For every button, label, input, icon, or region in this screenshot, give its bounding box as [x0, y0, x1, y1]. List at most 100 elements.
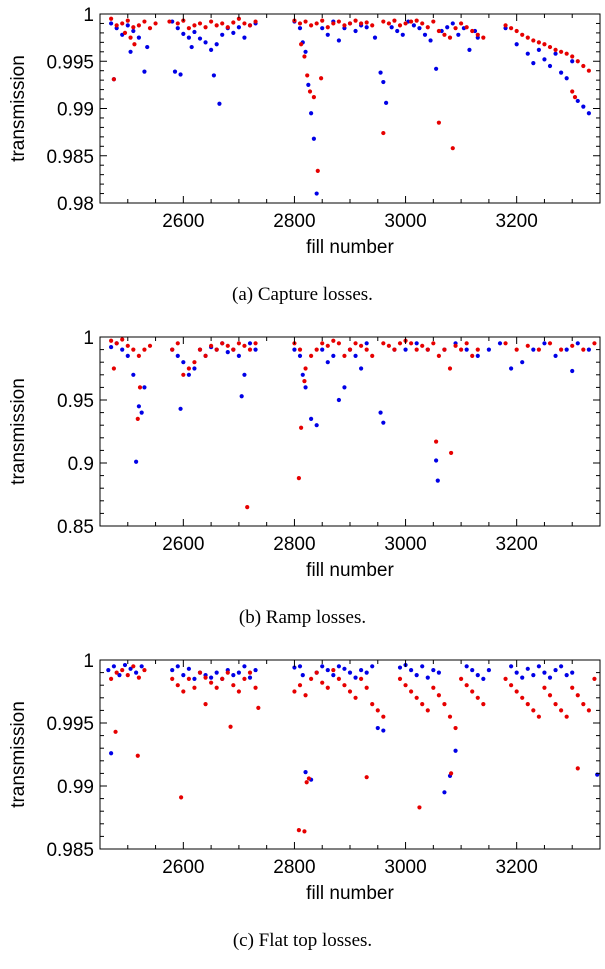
data-point-series-2 [315, 168, 320, 173]
data-point-series-2 [553, 47, 558, 53]
data-point-series-2 [220, 21, 225, 26]
data-point-series-2 [214, 685, 219, 690]
data-point-series-2 [420, 343, 425, 348]
data-point-series-1 [486, 347, 491, 352]
data-point-series-2 [547, 341, 553, 346]
data-point-series-1 [186, 666, 191, 671]
data-point-series-2 [175, 683, 180, 688]
data-point-series-1 [175, 664, 180, 669]
data-point-series-2 [170, 347, 175, 352]
data-point-series-2 [470, 353, 475, 358]
data-point-series-2 [370, 353, 375, 358]
data-point-series-2 [304, 780, 309, 785]
data-point-series-2 [575, 766, 580, 771]
data-point-series-1 [445, 25, 450, 30]
data-point-series-1 [109, 751, 114, 756]
data-point-series-1 [342, 666, 347, 671]
data-point-series-2 [392, 347, 397, 352]
data-point-series-2 [431, 685, 436, 690]
data-point-series-2 [370, 702, 375, 707]
data-point-series-2 [214, 347, 219, 352]
data-point-series-1 [381, 420, 386, 425]
data-point-series-1 [128, 666, 133, 671]
data-point-series-1 [209, 47, 214, 53]
data-point-series-2 [325, 685, 330, 690]
data-point-series-2 [525, 702, 530, 707]
data-point-series-2 [114, 23, 119, 28]
data-point-series-2 [503, 676, 508, 681]
data-point-series-1 [509, 366, 514, 371]
data-point-series-2 [297, 683, 303, 688]
data-point-series-2 [147, 343, 153, 348]
x-tick-label: 2800 [273, 857, 315, 878]
y-tick-label: 0.99 [57, 100, 94, 121]
x-tick-label: 3000 [384, 857, 426, 878]
y-axis-label: transmission [8, 701, 29, 808]
data-point-series-2 [559, 49, 564, 54]
data-point-series-1 [336, 38, 341, 43]
data-point-series-2 [147, 26, 153, 31]
x-tick-label: 3000 [384, 534, 426, 555]
data-point-series-1 [175, 26, 180, 31]
data-point-series-1 [389, 25, 394, 30]
data-point-series-2 [131, 25, 136, 30]
data-point-series-2 [353, 695, 358, 700]
data-point-series-2 [553, 702, 558, 707]
data-point-series-2 [306, 776, 311, 781]
data-point-series-1 [450, 21, 455, 26]
y-tick-label: 0.85 [57, 517, 94, 538]
data-point-series-1 [425, 675, 430, 680]
data-point-series-2 [203, 353, 208, 358]
data-point-series-1 [559, 70, 564, 75]
data-point-series-2 [442, 347, 447, 352]
data-point-series-2 [514, 28, 519, 34]
data-point-series-2 [303, 366, 308, 371]
data-point-series-2 [197, 670, 203, 675]
data-point-series-2 [342, 683, 347, 688]
data-point-series-1 [525, 666, 530, 671]
data-point-series-2 [220, 676, 225, 681]
data-point-series-2 [420, 702, 425, 707]
data-point-series-2 [381, 130, 386, 136]
x-tick-label: 2800 [273, 211, 315, 232]
data-point-series-1 [306, 82, 311, 87]
data-point-series-2 [209, 343, 214, 348]
data-point-series-1 [575, 341, 580, 346]
data-point-series-2 [514, 347, 519, 352]
data-point-series-1 [456, 32, 461, 37]
data-point-series-2 [120, 337, 125, 342]
data-point-series-2 [581, 63, 586, 69]
data-point-series-1 [311, 136, 316, 141]
data-point-series-1 [553, 353, 558, 358]
data-point-series-2 [242, 343, 247, 348]
data-point-series-1 [575, 98, 580, 104]
data-point-series-1 [325, 667, 330, 673]
data-point-series-1 [331, 673, 336, 678]
data-point-series-2 [302, 54, 307, 59]
data-point-series-1 [381, 79, 386, 85]
data-point-series-2 [111, 77, 116, 82]
data-point-series-2 [109, 338, 114, 343]
data-point-series-1 [242, 372, 247, 377]
data-point-series-2 [305, 73, 310, 78]
y-tick-label: 0.95 [57, 391, 94, 412]
data-point-series-2 [236, 341, 241, 346]
data-point-series-2 [135, 753, 140, 758]
data-point-series-1 [422, 32, 428, 37]
data-point-series-1 [225, 350, 230, 355]
data-point-series-1 [375, 725, 380, 731]
data-point-series-2 [409, 19, 414, 24]
data-point-series-1 [331, 353, 336, 358]
data-point-series-2 [586, 708, 591, 713]
x-axis-label: fill number [306, 237, 394, 258]
data-point-series-1 [481, 676, 486, 681]
data-point-series-2 [186, 676, 191, 681]
data-point-series-1 [181, 31, 186, 36]
data-point-series-1 [431, 667, 436, 673]
data-point-series-2 [142, 667, 147, 673]
data-point-series-1 [353, 353, 358, 358]
data-point-series-2 [303, 19, 308, 24]
data-point-series-1 [381, 728, 386, 733]
data-point-series-2 [449, 450, 454, 456]
chart-ramp-losses: 0.85 0.9 0.95 1 2600 2800 3000 3200 fill number t… [8, 328, 601, 581]
